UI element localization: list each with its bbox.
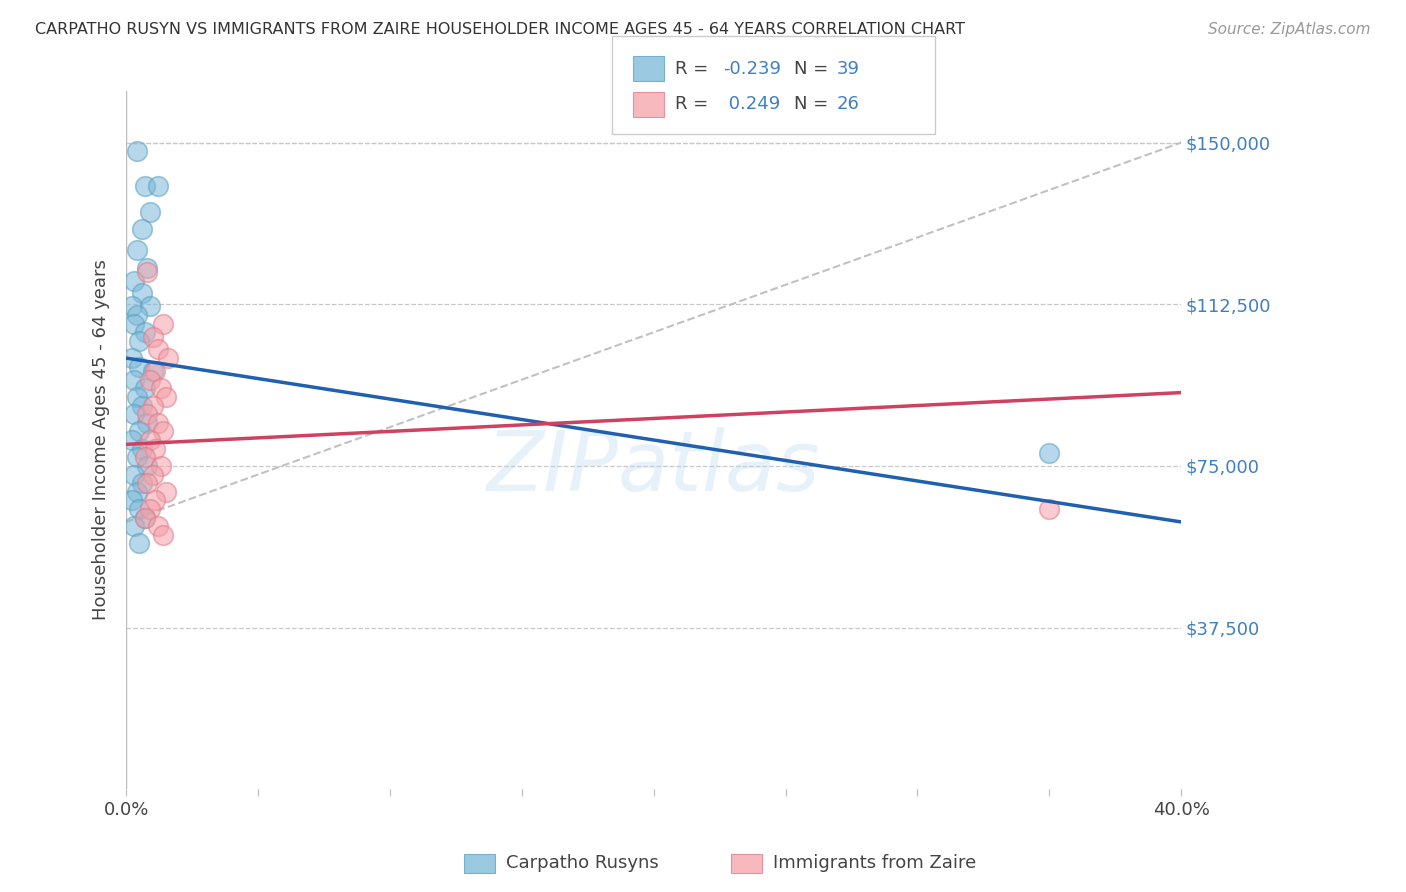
Point xyxy=(146,343,169,357)
Point xyxy=(142,399,165,413)
Text: 39: 39 xyxy=(837,60,859,78)
Point xyxy=(155,390,177,404)
Point xyxy=(1038,502,1060,516)
Point xyxy=(152,425,174,439)
Point xyxy=(131,221,153,235)
Point xyxy=(122,373,145,387)
Point xyxy=(142,329,165,343)
Point xyxy=(134,510,156,524)
Point xyxy=(121,351,143,365)
Point xyxy=(121,433,143,447)
Point xyxy=(131,399,153,413)
Text: N =: N = xyxy=(794,95,834,113)
Point xyxy=(134,381,156,395)
Point xyxy=(128,502,150,516)
Point xyxy=(128,359,150,374)
Point xyxy=(146,178,169,193)
Point xyxy=(142,467,165,482)
Text: ZIPatlas: ZIPatlas xyxy=(486,427,821,508)
Point xyxy=(125,390,148,404)
Point xyxy=(128,536,150,550)
Text: R =: R = xyxy=(675,60,714,78)
Point xyxy=(152,317,174,331)
Point xyxy=(146,416,169,430)
Point xyxy=(121,299,143,313)
Point xyxy=(136,458,159,473)
Text: N =: N = xyxy=(794,60,834,78)
Point xyxy=(134,178,156,193)
Point xyxy=(122,407,145,421)
Point xyxy=(136,476,159,491)
Point xyxy=(143,364,166,378)
Text: -0.239: -0.239 xyxy=(723,60,780,78)
Point xyxy=(125,484,148,499)
Point xyxy=(136,260,159,275)
Point xyxy=(136,416,159,430)
Point xyxy=(125,308,148,322)
Point xyxy=(143,493,166,508)
Point xyxy=(1038,446,1060,460)
Point xyxy=(157,351,180,365)
Point xyxy=(134,450,156,465)
Point xyxy=(134,510,156,524)
Point xyxy=(139,433,162,447)
Point xyxy=(134,325,156,339)
Text: Immigrants from Zaire: Immigrants from Zaire xyxy=(773,855,977,872)
Point xyxy=(149,458,172,473)
Point xyxy=(139,502,162,516)
Point xyxy=(149,381,172,395)
Text: CARPATHO RUSYN VS IMMIGRANTS FROM ZAIRE HOUSEHOLDER INCOME AGES 45 - 64 YEARS CO: CARPATHO RUSYN VS IMMIGRANTS FROM ZAIRE … xyxy=(35,22,965,37)
Point xyxy=(139,204,162,219)
Text: R =: R = xyxy=(675,95,714,113)
Point xyxy=(155,484,177,499)
Point xyxy=(142,364,165,378)
Point xyxy=(131,442,153,456)
Point xyxy=(128,425,150,439)
Text: Carpatho Rusyns: Carpatho Rusyns xyxy=(506,855,659,872)
Point xyxy=(122,273,145,287)
Point xyxy=(136,407,159,421)
Point xyxy=(121,493,143,508)
Point xyxy=(143,442,166,456)
Point xyxy=(122,519,145,533)
Point xyxy=(146,519,169,533)
Point xyxy=(125,244,148,258)
Point xyxy=(125,144,148,158)
Point xyxy=(139,299,162,313)
Point xyxy=(131,476,153,491)
Text: 26: 26 xyxy=(837,95,859,113)
Point xyxy=(122,317,145,331)
Point xyxy=(128,334,150,348)
Point xyxy=(136,265,159,279)
Point xyxy=(122,467,145,482)
Point xyxy=(131,286,153,301)
Text: 0.249: 0.249 xyxy=(723,95,780,113)
Point xyxy=(139,373,162,387)
Point xyxy=(125,450,148,465)
Text: Source: ZipAtlas.com: Source: ZipAtlas.com xyxy=(1208,22,1371,37)
Y-axis label: Householder Income Ages 45 - 64 years: Householder Income Ages 45 - 64 years xyxy=(93,260,110,621)
Point xyxy=(152,528,174,542)
